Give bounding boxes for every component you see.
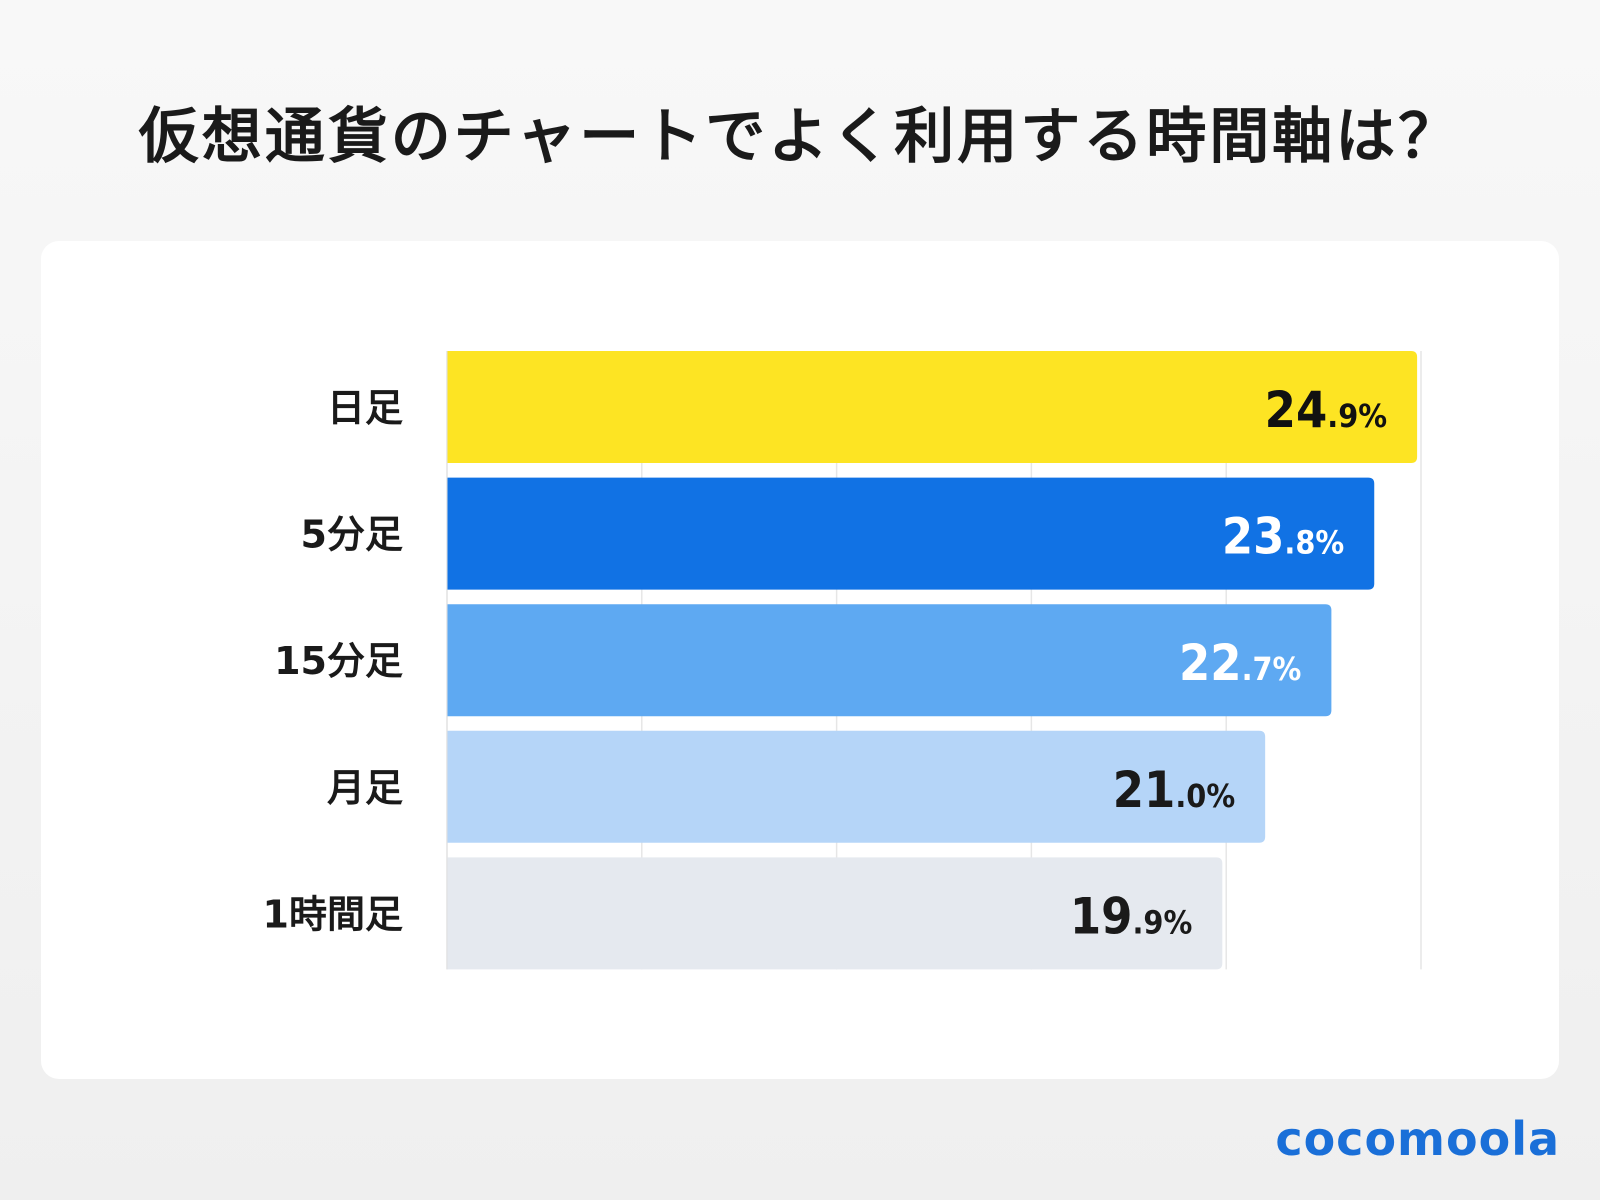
value-label: 22.7% — [1179, 634, 1301, 692]
cocomoola-logo: cocomoola — [1275, 1112, 1560, 1166]
value-dec: .7% — [1242, 650, 1302, 688]
value-label: 23.8% — [1222, 508, 1344, 566]
bar — [447, 477, 1375, 590]
value-dec: .9% — [1327, 397, 1387, 435]
bar — [447, 351, 1418, 463]
category-label: 15分足 — [274, 639, 403, 683]
value-int: 22 — [1179, 634, 1242, 692]
value-int: 23 — [1222, 508, 1285, 566]
value-label: 21.0% — [1113, 761, 1235, 819]
value-int: 19 — [1070, 887, 1133, 945]
category-label: 日足 — [327, 386, 403, 430]
value-dec: .9% — [1132, 903, 1192, 941]
category-label: 5分足 — [301, 513, 403, 557]
value-label: 19.9% — [1070, 887, 1192, 945]
category-label: 1時間足 — [263, 892, 403, 936]
value-int: 21 — [1113, 761, 1176, 819]
value-dec: .8% — [1284, 524, 1344, 562]
value-int: 24 — [1265, 381, 1328, 439]
value-label: 24.9% — [1265, 381, 1387, 439]
bar — [447, 730, 1266, 843]
category-label: 月足 — [327, 766, 403, 810]
bar — [447, 857, 1223, 970]
chart-title: 仮想通貨のチャートでよく利用する時間軸は？ — [138, 102, 1462, 172]
value-dec: .0% — [1175, 777, 1235, 815]
bar — [447, 604, 1332, 717]
